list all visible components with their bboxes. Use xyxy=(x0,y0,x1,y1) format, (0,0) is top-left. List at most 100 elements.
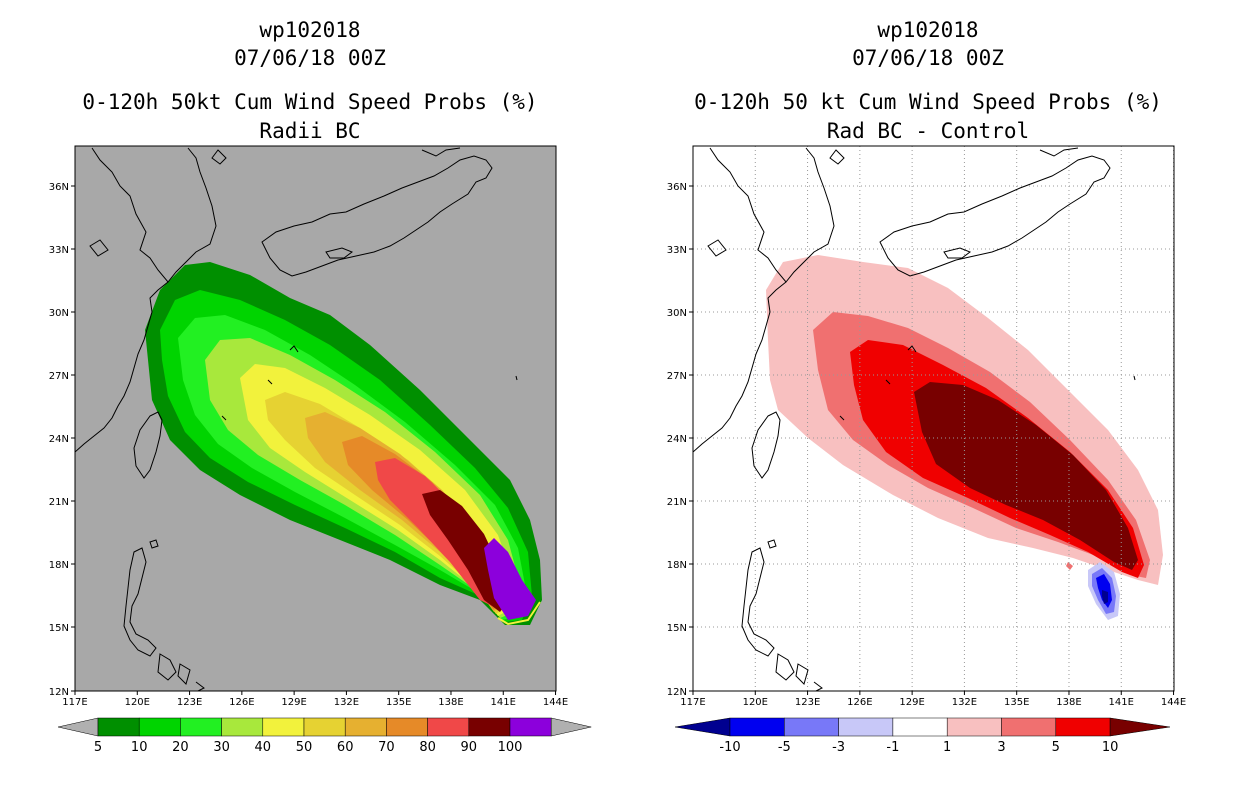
right-title-storm-id: wp102018 xyxy=(877,18,979,42)
lon-label: 117E xyxy=(680,697,705,708)
lon-label: 144E xyxy=(1161,697,1186,708)
colorbar-label: 1 xyxy=(943,740,951,755)
right-contour-neg-10 xyxy=(1102,590,1108,604)
colorbar-box xyxy=(344,717,387,737)
lat-label: 30N xyxy=(667,308,687,319)
lat-label: 33N xyxy=(667,245,687,256)
lat-label: 18N xyxy=(667,560,687,571)
right-title-product: 0-120h 50 kt Cum Wind Speed Probs (%) xyxy=(694,90,1162,114)
colorbar-label: 20 xyxy=(172,740,189,755)
lat-label: 24N xyxy=(49,434,69,445)
colorbar-label: -1 xyxy=(886,740,899,755)
lon-label: 138E xyxy=(1056,697,1081,708)
right-contour-10 xyxy=(914,382,1138,570)
right-gridlines xyxy=(693,146,1174,691)
colorbar-box xyxy=(468,717,511,737)
colorbar-box xyxy=(303,717,346,737)
colorbar-box xyxy=(838,717,894,737)
colorbar-label: 100 xyxy=(498,740,523,755)
right-difference-contours xyxy=(693,146,1174,691)
right-title-date: 07/06/18 00Z xyxy=(852,46,1004,70)
lon-label: 144E xyxy=(543,697,568,708)
lon-label: 138E xyxy=(438,697,463,708)
colorbar-box xyxy=(97,717,140,737)
left-colorbar: 5 10 20 30 40 50 60 70 80 90 100 xyxy=(57,717,592,755)
lat-label: 27N xyxy=(667,371,687,382)
colorbar-box xyxy=(509,717,552,737)
colorbar-label: 10 xyxy=(1102,740,1119,755)
lon-label: 120E xyxy=(743,697,768,708)
colorbar-arrow-left xyxy=(57,717,99,737)
colorbar-label: -10 xyxy=(719,740,740,755)
right-title-subtitle: Rad BC - Control xyxy=(826,119,1030,143)
lat-label: 36N xyxy=(49,182,69,193)
left-title-date: 07/06/18 00Z xyxy=(234,46,386,70)
colorbar-box xyxy=(262,717,305,737)
right-contour-small-pos xyxy=(1066,562,1073,570)
colorbar-label: 50 xyxy=(296,740,313,755)
colorbar-label: 40 xyxy=(255,740,272,755)
right-map-frame xyxy=(692,145,1175,692)
lon-label: 132E xyxy=(334,697,359,708)
left-contour-100 xyxy=(484,538,536,620)
lat-label: 21N xyxy=(667,497,687,508)
lon-label: 126E xyxy=(847,697,872,708)
colorbar-box xyxy=(386,717,428,737)
colorbar-box xyxy=(1001,717,1057,737)
left-contour-80 xyxy=(375,458,498,608)
lat-label: 30N xyxy=(49,308,69,319)
lon-label: 123E xyxy=(177,697,202,708)
left-lat-axis: 36N 33N 30N 27N 24N 21N 18N 15N 12N xyxy=(49,182,75,698)
lat-label: 15N xyxy=(667,623,687,634)
lat-label: 18N xyxy=(49,560,69,571)
lat-label: 12N xyxy=(49,687,69,698)
lon-label: 132E xyxy=(952,697,977,708)
colorbar-box xyxy=(946,717,1002,737)
lon-label: 129E xyxy=(281,697,306,708)
right-lat-axis: 36N 33N 30N 27N 24N 21N 18N 15N 12N xyxy=(667,182,693,698)
lat-label: 21N xyxy=(49,497,69,508)
lon-label: 135E xyxy=(386,697,411,708)
left-contour-90 xyxy=(422,490,510,612)
colorbar-box xyxy=(784,717,839,737)
colorbar-box xyxy=(1055,717,1111,737)
left-map-frame xyxy=(74,145,557,692)
lat-label: 24N xyxy=(667,434,687,445)
colorbar-arrow-right xyxy=(550,717,592,737)
colorbar-box xyxy=(221,717,264,737)
lon-label: 120E xyxy=(125,697,150,708)
left-title-product: 0-120h 50kt Cum Wind Speed Probs (%) xyxy=(82,90,538,114)
colorbar-box xyxy=(892,717,948,737)
lon-label: 141E xyxy=(491,697,516,708)
left-title-storm-id: wp102018 xyxy=(259,18,361,42)
colorbar-label: 30 xyxy=(213,740,230,755)
colorbar-box xyxy=(180,717,222,737)
right-map: 36N 33N 30N 27N 24N 21N 18N 15N 12N 117E 120E 123E… xyxy=(667,145,1186,708)
colorbar-label: -3 xyxy=(832,740,845,755)
colorbar-arrow-left xyxy=(674,717,731,737)
left-probability-contours xyxy=(75,147,542,691)
colorbar-box xyxy=(729,717,785,737)
lon-label: 123E xyxy=(795,697,820,708)
lat-label: 36N xyxy=(667,182,687,193)
lat-label: 12N xyxy=(667,687,687,698)
left-title-subtitle: Radii BC xyxy=(259,119,361,143)
left-contour-100-edge xyxy=(497,601,541,626)
lat-label: 27N xyxy=(49,371,69,382)
lon-label: 126E xyxy=(229,697,254,708)
colorbar-box xyxy=(138,717,181,737)
colorbar-arrow-right xyxy=(1109,717,1171,737)
colorbar-label: 60 xyxy=(337,740,354,755)
lat-label: 33N xyxy=(49,245,69,256)
lon-label: 135E xyxy=(1004,697,1029,708)
colorbar-label: -5 xyxy=(778,740,791,755)
lon-label: 117E xyxy=(62,697,87,708)
left-lon-axis: 117E 120E 123E 126E 129E 132E 135E 138E 141E 144E xyxy=(62,691,568,708)
colorbar-label: 5 xyxy=(94,740,102,755)
lon-label: 129E xyxy=(899,697,924,708)
lat-label: 15N xyxy=(49,623,69,634)
right-lon-axis: 117E 120E 123E 126E 129E 132E 135E 138E 141E 144E xyxy=(680,691,1186,708)
colorbar-label: 80 xyxy=(419,740,436,755)
colorbar-label: 5 xyxy=(1052,740,1060,755)
